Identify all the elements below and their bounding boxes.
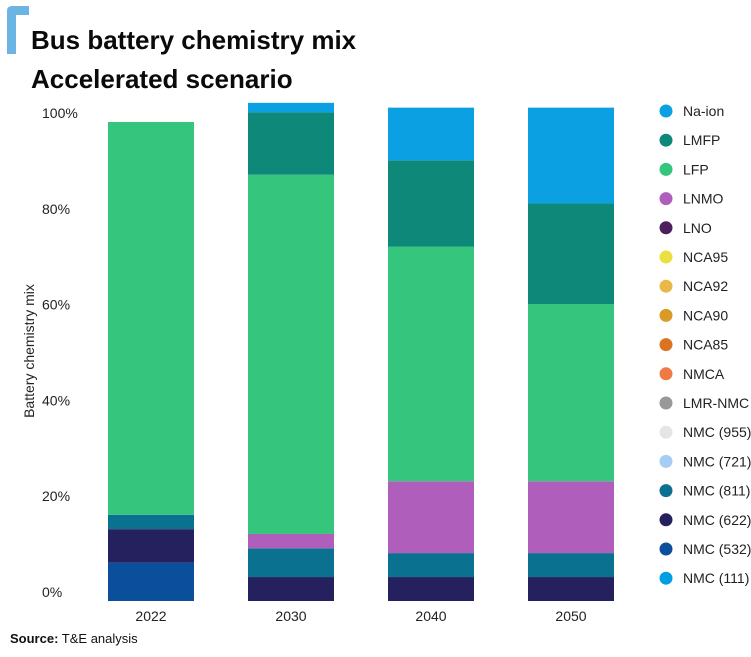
legend-item: NCA92 — [659, 278, 728, 294]
bar-segment — [248, 174, 334, 534]
legend-swatch — [659, 192, 673, 206]
legend-label: NCA90 — [683, 307, 728, 323]
y-tick-label: 80% — [42, 201, 70, 217]
legend: Na-ion LMFP LFP LNMO LNO NCA95 NCA92 NCA90 NCA85… — [659, 103, 751, 586]
bar-segment — [108, 122, 194, 515]
legend-swatch — [659, 454, 673, 468]
bar-series — [108, 102, 614, 601]
legend-item: NMC (622) — [659, 512, 751, 528]
legend-swatch — [659, 396, 673, 410]
bar-segment — [528, 304, 614, 482]
bar-segment — [388, 246, 474, 482]
bar-segment — [248, 577, 334, 601]
legend-swatch — [659, 279, 673, 293]
bar-segment — [248, 112, 334, 175]
x-tick-label: 2022 — [135, 608, 166, 624]
legend-label: NMC (721) — [683, 453, 751, 469]
y-tick-label: 0% — [42, 584, 62, 600]
legend-item: NCA90 — [659, 307, 728, 323]
x-tick-label: 2030 — [275, 608, 306, 624]
legend-label: NCA85 — [683, 337, 728, 353]
bar-segment — [248, 533, 334, 549]
legend-swatch — [659, 571, 673, 585]
bar-segment — [388, 553, 474, 578]
legend-swatch — [659, 484, 673, 498]
x-axis-ticks: 2022 2030 2040 2050 — [135, 608, 586, 624]
bar-segment — [528, 203, 614, 305]
bar-segment — [528, 107, 614, 204]
bar-segment — [108, 514, 194, 530]
legend-label: NMC (955) — [683, 424, 751, 440]
legend-item: LMR-NMC — [659, 395, 749, 411]
y-tick-label: 100% — [42, 105, 78, 121]
legend-label: NMC (622) — [683, 512, 751, 528]
legend-item: NCA95 — [659, 249, 728, 265]
legend-swatch — [659, 162, 673, 176]
legend-swatch — [659, 338, 673, 352]
legend-item: NMC (811) — [659, 483, 750, 499]
bar-segment — [528, 577, 614, 601]
legend-label: NCA95 — [683, 249, 728, 265]
brand-corner-icon — [7, 6, 29, 54]
legend-item: NCA85 — [659, 337, 728, 353]
legend-label: Na-ion — [683, 103, 724, 119]
legend-label: NMC (532) — [683, 541, 751, 557]
legend-swatch — [659, 104, 673, 118]
y-tick-label: 60% — [42, 297, 70, 313]
bar-segment — [108, 529, 194, 563]
legend-item: LMFP — [659, 132, 720, 148]
bar-segment — [388, 577, 474, 601]
y-axis-title: Battery chemistry mix — [21, 284, 37, 418]
source-note: Source: T&E analysis — [10, 631, 138, 646]
legend-item: NMC (721) — [659, 453, 751, 469]
bar-segment — [388, 481, 474, 554]
y-tick-label: 20% — [42, 488, 70, 504]
legend-item: LFP — [659, 161, 709, 177]
legend-swatch — [659, 513, 673, 527]
legend-swatch — [659, 308, 673, 322]
legend-swatch — [659, 133, 673, 147]
legend-item: Na-ion — [659, 103, 724, 119]
legend-label: LNMO — [683, 191, 724, 207]
legend-swatch — [659, 221, 673, 235]
bar-segment — [108, 562, 194, 601]
legend-swatch — [659, 367, 673, 381]
bar-segment — [248, 548, 334, 578]
x-tick-label: 2040 — [415, 608, 446, 624]
legend-label: NMC (111) — [683, 570, 749, 586]
bar-segment — [388, 107, 474, 161]
source-text: T&E analysis — [61, 631, 138, 646]
legend-swatch — [659, 425, 673, 439]
legend-swatch — [659, 542, 673, 556]
bar-segment — [528, 481, 614, 554]
chart-title: Bus battery chemistry mix — [31, 25, 357, 55]
y-axis-ticks: 0% 20% 40% 60% 80% 100% — [42, 105, 78, 600]
legend-label: LNO — [683, 220, 712, 236]
x-tick-label: 2050 — [555, 608, 586, 624]
legend-label: LMR-NMC — [683, 395, 749, 411]
legend-label: LMFP — [683, 132, 720, 148]
bar-segment — [528, 553, 614, 578]
chart-subtitle: Accelerated scenario — [31, 64, 293, 94]
legend-item: LNMO — [659, 191, 724, 207]
legend-label: NMC (811) — [683, 483, 750, 499]
legend-item: NMCA — [659, 366, 725, 382]
y-tick-label: 40% — [42, 392, 70, 408]
legend-swatch — [659, 250, 673, 264]
bar-segment — [248, 102, 334, 113]
legend-label: NMCA — [683, 366, 725, 382]
legend-item: NMC (955) — [659, 424, 751, 440]
source-label: Source: — [10, 631, 59, 646]
legend-label: NCA92 — [683, 278, 728, 294]
legend-label: LFP — [683, 161, 709, 177]
legend-item: LNO — [659, 220, 712, 236]
legend-item: NMC (532) — [659, 541, 751, 557]
bar-segment — [388, 160, 474, 247]
legend-item: NMC (111) — [659, 570, 749, 586]
